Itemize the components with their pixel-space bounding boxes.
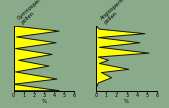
Polygon shape <box>14 26 59 91</box>
X-axis label: %: % <box>41 99 46 104</box>
X-axis label: %: % <box>124 99 129 104</box>
Polygon shape <box>96 26 149 91</box>
Text: Angiospermae
pollen: Angiospermae pollen <box>99 0 135 25</box>
Text: Gymnospermae
pollen: Gymnospermae pollen <box>17 0 55 25</box>
